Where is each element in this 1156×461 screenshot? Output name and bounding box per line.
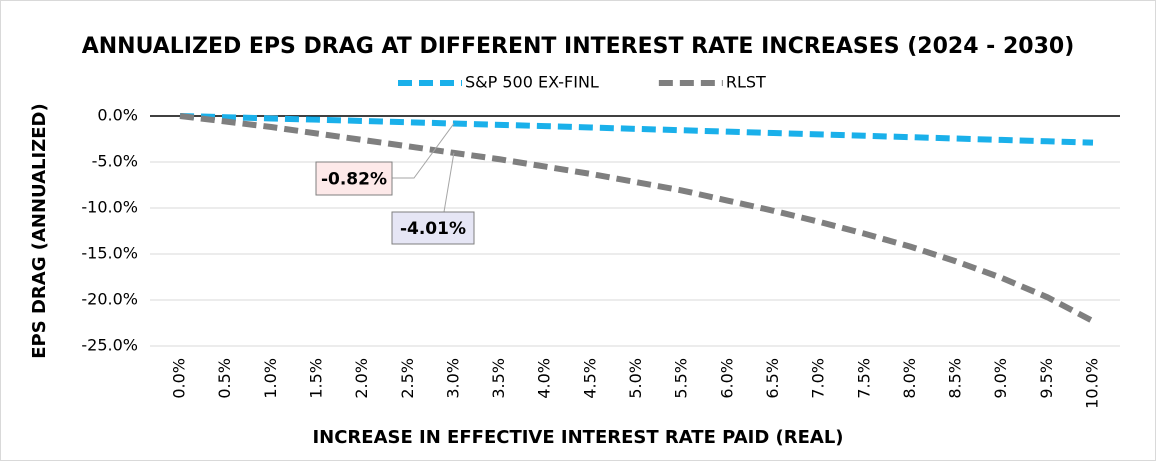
x-tick-label: 1.0% bbox=[261, 358, 280, 399]
series-line bbox=[179, 113, 1094, 146]
x-tick-label: 8.5% bbox=[946, 358, 965, 399]
x-tick-label: 1.5% bbox=[306, 358, 325, 399]
y-tick-label: -10.0% bbox=[81, 198, 138, 217]
x-tick-label: 0.0% bbox=[170, 358, 189, 399]
x-tick-label: 4.5% bbox=[580, 358, 599, 399]
x-tick-label: 9.0% bbox=[991, 358, 1010, 399]
y-tick-label: -20.0% bbox=[81, 290, 138, 309]
leader-line bbox=[392, 123, 455, 179]
x-tick-label: 5.5% bbox=[672, 358, 691, 399]
legend-label: RLST bbox=[726, 73, 766, 92]
x-tick-label: 5.0% bbox=[626, 358, 645, 399]
leader-line bbox=[443, 152, 455, 213]
x-tick-label: 10.0% bbox=[1083, 358, 1102, 409]
y-tick-label: -5.0% bbox=[92, 152, 138, 171]
x-tick-label: 0.5% bbox=[215, 358, 234, 399]
y-tick-label: -25.0% bbox=[81, 336, 138, 355]
x-tick-label: 8.0% bbox=[900, 358, 919, 399]
x-tick-label: 7.5% bbox=[854, 358, 873, 399]
x-tick-label: 7.0% bbox=[809, 358, 828, 399]
x-axis-label: INCREASE IN EFFECTIVE INTEREST RATE PAID… bbox=[312, 427, 843, 448]
x-tick-label: 6.0% bbox=[717, 358, 736, 399]
chart-title: ANNUALIZED EPS DRAG AT DIFFERENT INTERES… bbox=[82, 34, 1075, 59]
y-axis-label: EPS DRAG (ANNUALIZED) bbox=[29, 103, 50, 358]
data-label: -4.01% bbox=[400, 219, 466, 239]
x-tick-label: 3.5% bbox=[489, 358, 508, 399]
x-tick-label: 2.5% bbox=[398, 358, 417, 399]
x-tick-label: 2.0% bbox=[352, 358, 371, 399]
legend-label: S&P 500 EX-FINL bbox=[465, 73, 599, 92]
y-tick-label: -15.0% bbox=[81, 244, 138, 263]
y-tick-label: 0.0% bbox=[97, 106, 138, 125]
x-tick-label: 4.0% bbox=[535, 358, 554, 399]
series-line bbox=[179, 113, 1095, 324]
data-label-box bbox=[391, 211, 475, 245]
x-tick-label: 9.5% bbox=[1037, 358, 1056, 399]
x-tick-label: 3.0% bbox=[443, 358, 462, 399]
x-tick-label: 6.5% bbox=[763, 358, 782, 399]
data-label: -0.82% bbox=[321, 170, 387, 190]
data-label-box bbox=[315, 161, 393, 196]
